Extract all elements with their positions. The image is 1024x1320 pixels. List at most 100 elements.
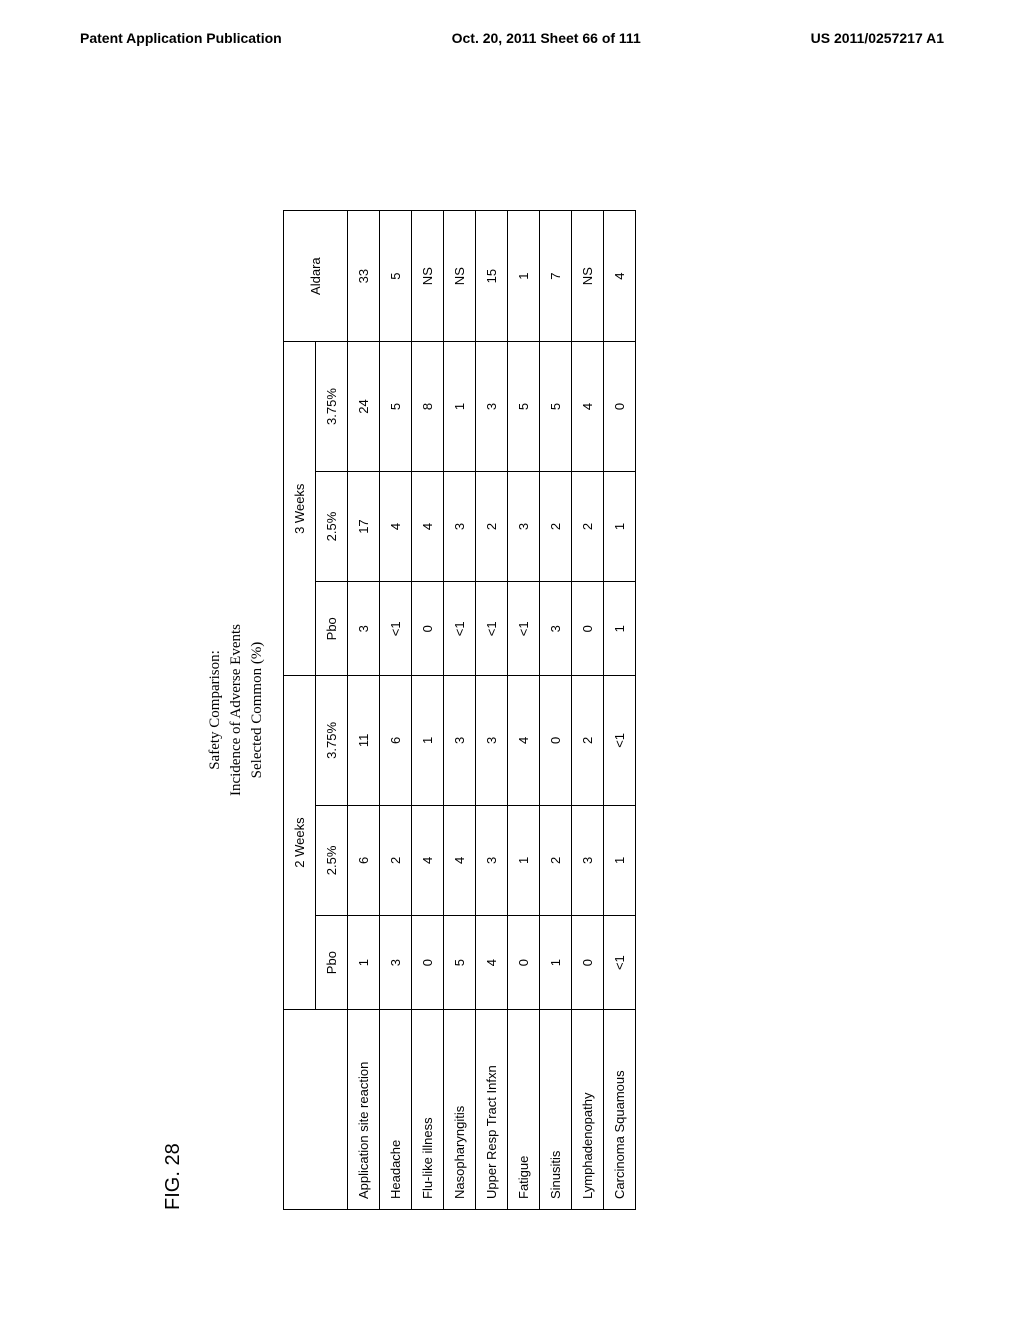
page-header: Patent Application Publication Oct. 20, … — [0, 0, 1024, 56]
cell: 1 — [508, 211, 540, 342]
cell: 15 — [476, 211, 508, 342]
table-row: Sinusitis 1 2 0 3 2 5 7 — [540, 211, 572, 1210]
table-row: Carcinoma Squamous <1 1 <1 1 1 0 4 — [604, 211, 636, 1210]
table-body: Application site reaction 1 6 11 3 17 24… — [348, 211, 636, 1210]
row-label: Upper Resp Tract Infxn — [476, 1010, 508, 1210]
cell: 2 — [572, 676, 604, 805]
cell: 1 — [540, 916, 572, 1010]
cell: 5 — [380, 211, 412, 342]
cell: 1 — [444, 342, 476, 471]
row-label: Carcinoma Squamous — [604, 1010, 636, 1210]
cell: 4 — [604, 211, 636, 342]
row-label: Fatigue — [508, 1010, 540, 1210]
row-label: Flu-like illness — [412, 1010, 444, 1210]
cell: 17 — [348, 471, 380, 582]
cell: 1 — [508, 805, 540, 916]
header-center: Oct. 20, 2011 Sheet 66 of 111 — [452, 30, 641, 46]
cell: 3 — [508, 471, 540, 582]
header-right: US 2011/0257217 A1 — [811, 30, 944, 46]
cell: 1 — [412, 676, 444, 805]
cell: 5 — [508, 342, 540, 471]
header-left: Patent Application Publication — [80, 30, 282, 46]
cell: 3 — [444, 676, 476, 805]
row-label: Nasopharyngitis — [444, 1010, 476, 1210]
cell: 0 — [412, 582, 444, 676]
row-label: Headache — [380, 1010, 412, 1210]
sub-2w-pbo: Pbo — [316, 916, 348, 1010]
header-row-1: 2 Weeks 3 Weeks Aldara — [284, 211, 316, 1210]
group-header-3weeks: 3 Weeks — [284, 342, 316, 676]
sub-3w-pbo: Pbo — [316, 582, 348, 676]
adverse-events-table: 2 Weeks 3 Weeks Aldara Pbo 2.5% 3.75% Pb… — [283, 210, 636, 1210]
cell: <1 — [444, 582, 476, 676]
sub-2w-375: 3.75% — [316, 676, 348, 805]
cell: 5 — [444, 916, 476, 1010]
group-header-aldara: Aldara — [284, 211, 348, 342]
cell: 3 — [380, 916, 412, 1010]
blank-corner — [284, 1010, 348, 1210]
cell: 3 — [540, 582, 572, 676]
sub-3w-375: 3.75% — [316, 342, 348, 471]
group-header-2weeks: 2 Weeks — [284, 676, 316, 1010]
cell: 33 — [348, 211, 380, 342]
cell: 3 — [476, 342, 508, 471]
sub-2w-25: 2.5% — [316, 805, 348, 916]
cell: 2 — [380, 805, 412, 916]
table-row: Headache 3 2 6 <1 4 5 5 — [380, 211, 412, 1210]
cell: 4 — [444, 805, 476, 916]
cell: 24 — [348, 342, 380, 471]
row-label: Lymphadenopathy — [572, 1010, 604, 1210]
figure-label: FIG. 28 — [162, 210, 185, 1210]
cell: 3 — [476, 676, 508, 805]
cell: 2 — [572, 471, 604, 582]
cell: <1 — [476, 582, 508, 676]
cell: <1 — [604, 676, 636, 805]
table-row: Upper Resp Tract Infxn 4 3 3 <1 2 3 15 — [476, 211, 508, 1210]
cell: <1 — [380, 582, 412, 676]
title-line-1: Safety Comparison: — [207, 650, 223, 770]
cell: 1 — [604, 582, 636, 676]
cell: 1 — [348, 916, 380, 1010]
cell: 3 — [444, 471, 476, 582]
cell: 1 — [604, 805, 636, 916]
figure-container: FIG. 28 Safety Comparison: Incidence of … — [162, 210, 862, 1210]
cell: 3 — [476, 805, 508, 916]
cell: NS — [412, 211, 444, 342]
cell: 3 — [572, 805, 604, 916]
cell: NS — [572, 211, 604, 342]
table-row: Fatigue 0 1 4 <1 3 5 1 — [508, 211, 540, 1210]
cell: 0 — [604, 342, 636, 471]
cell: 0 — [412, 916, 444, 1010]
title-line-3: Selected Common (%) — [249, 642, 265, 779]
cell: 8 — [412, 342, 444, 471]
cell: 0 — [508, 916, 540, 1010]
sub-3w-25: 2.5% — [316, 471, 348, 582]
cell: 4 — [380, 471, 412, 582]
table-row: Flu-like illness 0 4 1 0 4 8 NS — [412, 211, 444, 1210]
table-row: Lymphadenopathy 0 3 2 0 2 4 NS — [572, 211, 604, 1210]
cell: <1 — [604, 916, 636, 1010]
cell: 2 — [476, 471, 508, 582]
cell: 3 — [348, 582, 380, 676]
cell: 11 — [348, 676, 380, 805]
cell: 2 — [540, 805, 572, 916]
cell: 4 — [476, 916, 508, 1010]
cell: 4 — [412, 805, 444, 916]
cell: 4 — [412, 471, 444, 582]
table-title: Safety Comparison: Incidence of Adverse … — [205, 210, 268, 1210]
cell: 7 — [540, 211, 572, 342]
cell: 0 — [572, 582, 604, 676]
cell: 2 — [540, 471, 572, 582]
title-line-2: Incidence of Adverse Events — [228, 624, 244, 796]
cell: 4 — [508, 676, 540, 805]
cell: 1 — [604, 471, 636, 582]
cell: 6 — [380, 676, 412, 805]
cell: 0 — [540, 676, 572, 805]
cell: 6 — [348, 805, 380, 916]
cell: 0 — [572, 916, 604, 1010]
cell: 4 — [572, 342, 604, 471]
cell: <1 — [508, 582, 540, 676]
table-row: Nasopharyngitis 5 4 3 <1 3 1 NS — [444, 211, 476, 1210]
row-label: Application site reaction — [348, 1010, 380, 1210]
row-label: Sinusitis — [540, 1010, 572, 1210]
